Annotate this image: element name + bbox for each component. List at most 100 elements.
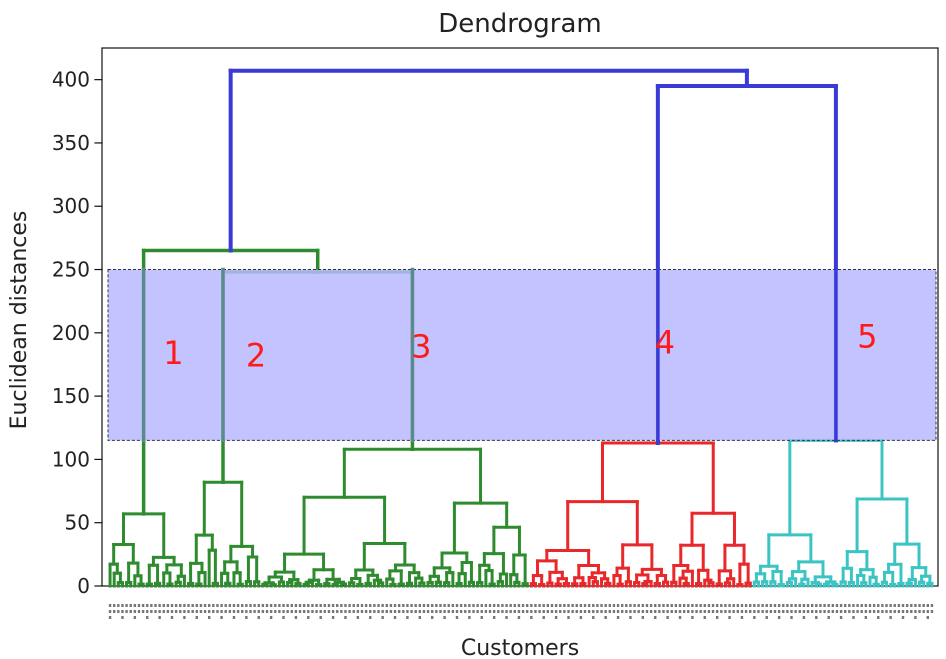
leaf-tick-label [369, 610, 372, 613]
leaf-tick-label [715, 616, 719, 619]
leaf-tick-label [802, 610, 806, 613]
leaf-tick-label [542, 604, 545, 607]
leaf-tick-label [195, 604, 198, 607]
leaf-tick-label [691, 604, 694, 607]
leaf-tick-label [356, 616, 360, 619]
leaf-tick-label [666, 610, 669, 613]
leaf-tick-label [546, 610, 550, 613]
leaf-tick-label [856, 610, 859, 613]
leaf-tick-label [848, 610, 851, 613]
leaf-tick-label [629, 604, 632, 607]
leaf-tick-label [695, 604, 698, 607]
leaf-tick-label [608, 610, 611, 613]
leaf-tick-label [550, 604, 554, 607]
leaf-tick-label [687, 610, 690, 613]
leaf-tick-label [769, 610, 773, 613]
leaf-tick-label [769, 604, 773, 607]
leaf-tick-label [563, 610, 566, 613]
leaf-tick-label [530, 610, 533, 613]
leaf-tick-label [505, 610, 508, 613]
leaf-tick-label [563, 604, 566, 607]
leaf-tick-label [806, 604, 810, 607]
leaf-tick-label [468, 610, 471, 613]
leaf-tick-label [121, 616, 124, 619]
leaf-tick-label [889, 616, 892, 619]
leaf-tick-label [497, 610, 500, 613]
leaf-tick-label [790, 604, 793, 607]
leaf-tick-label [711, 604, 715, 607]
leaf-tick-label [600, 610, 603, 613]
leaf-tick-label [265, 604, 269, 607]
leaf-tick-label [154, 610, 157, 613]
leaf-tick-label [587, 610, 591, 613]
leaf-tick-label [158, 604, 161, 607]
leaf-tick-label [794, 604, 797, 607]
leaf-tick-label [220, 604, 223, 607]
leaf-tick-label [521, 610, 525, 613]
leaf-tick-label [232, 604, 236, 607]
leaf-tick-label [369, 616, 372, 619]
leaf-tick-label [848, 604, 851, 607]
leaf-tick-label [249, 610, 252, 613]
leaf-tick-label [340, 610, 343, 613]
leaf-tick-label [257, 604, 260, 607]
leaf-tick-label [720, 610, 723, 613]
leaf-tick-label [125, 604, 128, 607]
leaf-tick-label [488, 610, 492, 613]
leaf-tick-label [356, 610, 360, 613]
leaf-tick-label [298, 610, 302, 613]
leaf-tick-label [224, 610, 227, 613]
leaf-tick-label [629, 616, 632, 619]
leaf-tick-label [678, 616, 682, 619]
leaf-tick-label [732, 604, 735, 607]
leaf-tick-label [344, 610, 347, 613]
leaf-tick-label [228, 610, 232, 613]
leaf-tick-label [604, 616, 607, 619]
leaf-tick-label [740, 610, 744, 613]
leaf-tick-label [216, 604, 219, 607]
leaf-tick-label [905, 604, 909, 607]
leaf-tick-label [666, 604, 669, 607]
leaf-tick-label [732, 610, 735, 613]
leaf-tick-label [257, 610, 260, 613]
leaf-tick-label [542, 610, 545, 613]
leaf-tick-label [315, 604, 318, 607]
leaf-tick-label [637, 604, 640, 607]
leaf-tick-label [761, 610, 764, 613]
leaf-tick-label [451, 610, 455, 613]
leaf-tick-label [753, 610, 756, 613]
leaf-tick-label [348, 604, 351, 607]
leaf-tick-label [761, 604, 764, 607]
leaf-tick-label [141, 610, 145, 613]
leaf-tick-label [616, 616, 620, 619]
leaf-tick-label [220, 610, 223, 613]
leaf-tick-label [311, 610, 314, 613]
leaf-tick-label [864, 616, 868, 619]
leaf-tick-label [819, 604, 822, 607]
leaf-tick-label [810, 610, 814, 613]
leaf-tick-label [691, 610, 694, 613]
leaf-tick-label [426, 610, 430, 613]
leaf-tick-label [715, 604, 719, 607]
leaf-tick-label [823, 610, 826, 613]
leaf-tick-label [406, 604, 409, 607]
leaf-tick-label [170, 604, 174, 607]
leaf-tick-label [670, 610, 673, 613]
leaf-tick-label [757, 610, 760, 613]
leaf-tick-label [877, 610, 880, 613]
leaf-tick-label [703, 610, 706, 613]
leaf-tick-label [604, 610, 607, 613]
leaf-tick-label [146, 616, 149, 619]
leaf-tick-label [108, 616, 112, 619]
leaf-tick-label [418, 604, 422, 607]
leaf-tick-label [864, 610, 868, 613]
leaf-tick-label [393, 616, 397, 619]
leaf-tick-label [798, 610, 801, 613]
leaf-tick-label [930, 604, 934, 607]
leaf-tick-label [802, 604, 806, 607]
leaf-tick-label [191, 610, 194, 613]
leaf-tick-label [505, 616, 508, 619]
leaf-tick-label [319, 616, 322, 619]
leaf-tick-label [311, 604, 314, 607]
